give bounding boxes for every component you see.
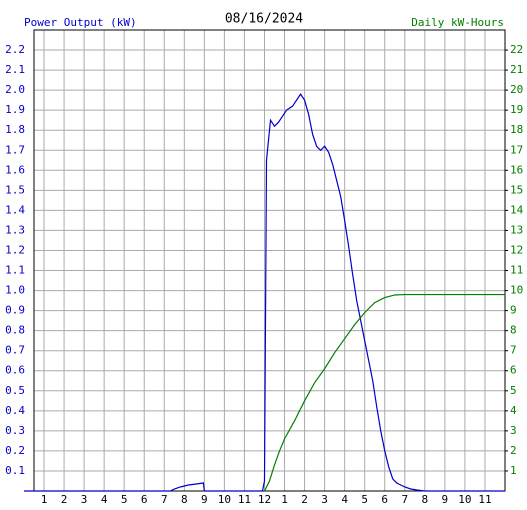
x-tick-label: 3 bbox=[81, 493, 88, 506]
y-tick-label: 1.1 bbox=[5, 264, 25, 277]
y2-tick-label: 12 bbox=[510, 243, 523, 256]
y2-tick-label: 2 bbox=[510, 444, 517, 457]
series-line bbox=[23, 93, 505, 492]
y-tick-label: 2.2 bbox=[5, 43, 25, 56]
y-tick-label: 1.4 bbox=[5, 203, 25, 216]
x-tick-label: 4 bbox=[101, 493, 108, 506]
y2-tick-label: 15 bbox=[510, 183, 523, 196]
y2-tick-label: 7 bbox=[510, 344, 517, 357]
y-tick-label: 0.3 bbox=[5, 424, 25, 437]
y2-tick-label: 16 bbox=[510, 163, 523, 176]
y2-tick-label: 18 bbox=[510, 123, 523, 136]
x-tick-label: 5 bbox=[121, 493, 128, 506]
x-tick-label: 4 bbox=[341, 493, 348, 506]
x-tick-label: 9 bbox=[201, 493, 208, 506]
y-tick-label: 1.9 bbox=[5, 103, 25, 116]
x-tick-label: 10 bbox=[218, 493, 231, 506]
y-tick-label: 1.5 bbox=[5, 183, 25, 196]
y2-tick-label: 4 bbox=[510, 404, 517, 417]
y2-tick-label: 14 bbox=[510, 203, 524, 216]
series-line bbox=[263, 293, 505, 492]
y-tick-label: 1.0 bbox=[5, 284, 25, 297]
y-tick-label: 0.4 bbox=[5, 404, 25, 417]
y-tick-label: 0.5 bbox=[5, 384, 25, 397]
chart-title: 08/16/2024 bbox=[225, 12, 303, 27]
y-tick-label: 1.8 bbox=[5, 123, 25, 136]
x-tick-label: 8 bbox=[422, 493, 429, 506]
x-tick-label: 6 bbox=[381, 493, 388, 506]
x-tick-label: 3 bbox=[321, 493, 328, 506]
y-tick-label: 0.7 bbox=[5, 344, 25, 357]
x-tick-label: 6 bbox=[141, 493, 148, 506]
y2-tick-label: 3 bbox=[510, 424, 517, 437]
y-tick-label: 0.8 bbox=[5, 324, 25, 337]
y2-tick-label: 8 bbox=[510, 324, 517, 337]
y-tick-label: 0.6 bbox=[5, 364, 25, 377]
x-tick-label: 11 bbox=[238, 493, 251, 506]
y2-tick-label: 20 bbox=[510, 83, 523, 96]
y2-tick-label: 21 bbox=[510, 63, 523, 76]
x-tick-label: 5 bbox=[361, 493, 368, 506]
plot-border bbox=[33, 29, 506, 492]
x-tick-label: 7 bbox=[401, 493, 408, 506]
y-tick-label: 1.7 bbox=[5, 143, 25, 156]
y2-tick-label: 19 bbox=[510, 103, 523, 116]
y2-tick-label: 13 bbox=[510, 223, 523, 236]
x-tick-label: 2 bbox=[61, 493, 68, 506]
y2-tick-label: 1 bbox=[510, 464, 517, 477]
x-tick-label: 1 bbox=[41, 493, 48, 506]
y2-tick-label: 5 bbox=[510, 384, 517, 397]
y-tick-label: 1.6 bbox=[5, 163, 25, 176]
y-tick-label: 0.9 bbox=[5, 304, 25, 317]
x-tick-label: 10 bbox=[458, 493, 471, 506]
x-tick-label: 12 bbox=[258, 493, 271, 506]
x-tick-label: 2 bbox=[301, 493, 308, 506]
x-tick-label: 8 bbox=[181, 493, 188, 506]
y2-tick-label: 22 bbox=[510, 43, 523, 56]
y-tick-label: 0.1 bbox=[5, 464, 25, 477]
x-tick-label: 11 bbox=[478, 493, 491, 506]
y2-tick-label: 10 bbox=[510, 284, 523, 297]
x-tick-label: 9 bbox=[442, 493, 449, 506]
y-tick-label: 0.2 bbox=[5, 444, 25, 457]
plot-area bbox=[34, 30, 505, 491]
y2-tick-label: 6 bbox=[510, 364, 517, 377]
y2-tick-label: 11 bbox=[510, 264, 523, 277]
y2-tick-label: 9 bbox=[510, 304, 517, 317]
y-axis-label: Power Output (kW) bbox=[24, 16, 137, 29]
x-tick-label: 7 bbox=[161, 493, 168, 506]
y2-axis-label: Daily kW-Hours bbox=[411, 16, 504, 29]
y-tick-label: 2.1 bbox=[5, 63, 25, 76]
y2-tick-label: 17 bbox=[510, 143, 523, 156]
x-tick-label: 1 bbox=[281, 493, 288, 506]
y-tick-label: 2.0 bbox=[5, 83, 25, 96]
y-tick-label: 1.2 bbox=[5, 243, 25, 256]
y-tick-label: 1.3 bbox=[5, 223, 25, 236]
